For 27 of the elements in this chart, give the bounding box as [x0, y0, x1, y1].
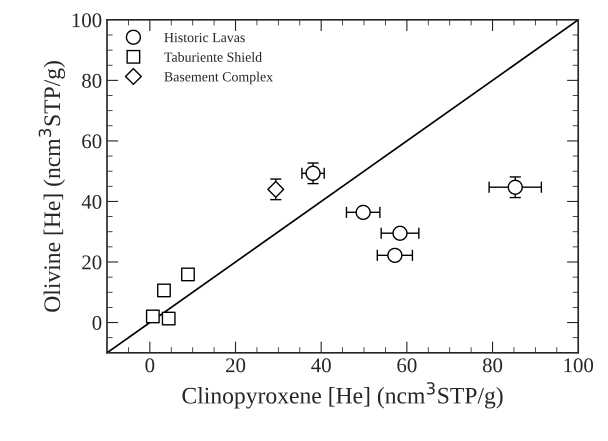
point — [267, 180, 284, 198]
point — [181, 267, 195, 282]
x-axis-title: Clinopyroxene [He] (ncm$^{3}$STP/g) — [182, 382, 503, 409]
x-tick-label: 20 — [226, 358, 246, 372]
y-tick-label: 60 — [82, 134, 102, 148]
point — [508, 180, 523, 195]
y-tick-label: 0 — [92, 316, 102, 330]
point — [387, 248, 403, 263]
y-tick-label: 40 — [82, 194, 102, 209]
x-tick-label: 80 — [482, 358, 502, 372]
x-tick-label: 40 — [311, 358, 331, 372]
x-tick-label: 0 — [145, 358, 154, 372]
point — [146, 310, 160, 324]
y-tick-label: 20 — [82, 255, 102, 270]
point — [162, 312, 176, 326]
x-tick-label: 100 — [564, 358, 594, 372]
y-tick-label: 100 — [72, 13, 102, 28]
legend-label: Basement Complex — [164, 72, 273, 84]
x-tick-label: 60 — [397, 358, 416, 372]
point — [392, 226, 408, 241]
legend-label: Historic Lavas — [164, 32, 245, 42]
point — [157, 284, 171, 298]
y-axis-title: Olivine [He] (ncm$^{3}$STP/g) — [38, 61, 66, 312]
point — [356, 204, 371, 220]
point — [305, 166, 321, 181]
legend-label: Taburiente Shield — [164, 52, 262, 62]
y-tick-label: 80 — [82, 74, 102, 88]
